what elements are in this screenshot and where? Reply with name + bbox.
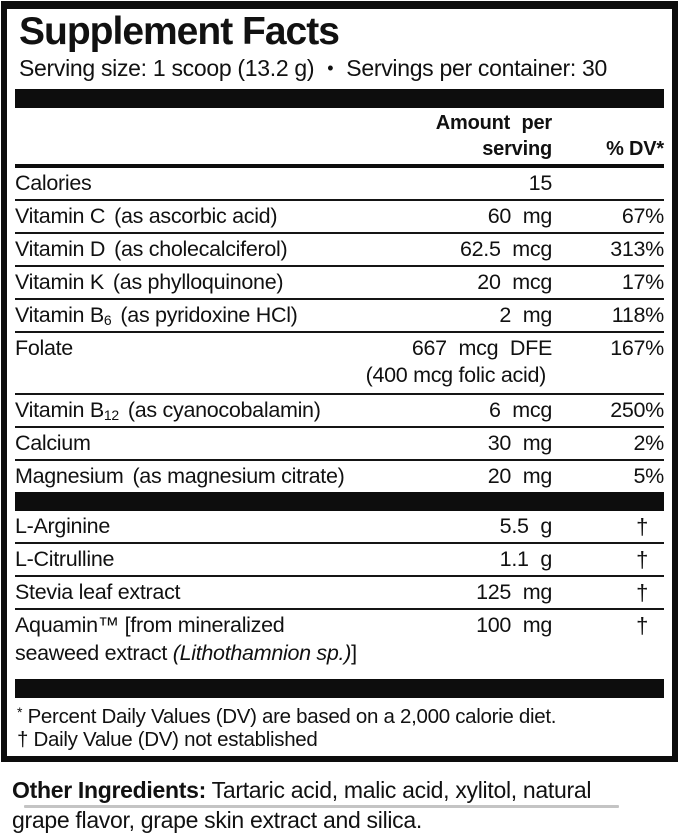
nutrient-row-folate: Folate 667 mcg DFE 167% — [15, 331, 664, 364]
nutrient-row-calories: Calories 15 — [15, 168, 664, 199]
nutrient-amount: 20 mcg — [477, 270, 552, 294]
asterisk-marker: * — [17, 704, 23, 720]
ingredient-name-continued-text: seaweed extract — [15, 641, 173, 665]
bottom-edge-line — [24, 805, 619, 808]
footnote-daily-value-text: Daily Value (DV) not established — [33, 728, 318, 751]
ingredient-row-l-citrulline: L-Citrulline 1.1 g † — [15, 542, 664, 575]
nutrient-name: Folate — [15, 336, 73, 360]
ingredient-amount: 1.1 g — [499, 547, 553, 571]
header-amount-per-serving: Amount per serving — [435, 112, 552, 160]
nutrient-name: Vitamin D — [15, 237, 106, 261]
ingredient-name: L-Citrulline — [15, 547, 115, 571]
ingredient-amount: 125 mg — [476, 580, 552, 604]
nutrient-source-note: (as magnesium citrate) — [132, 464, 345, 488]
nutrient-name: Vitamin C — [15, 204, 106, 228]
nutrient-row-magnesium: Magnesium (as magnesium citrate) 20 mg 5% — [15, 459, 664, 492]
nutrient-name-subscript: 12 — [103, 407, 119, 423]
ingredient-amount: 5.5 g — [499, 514, 553, 538]
footnote-percent-dv-text: Percent Daily Values (DV) are based on a… — [27, 705, 557, 728]
footnote-percent-dv: * Percent Daily Values (DV) are based on… — [17, 701, 664, 728]
nutrient-row-vitamin-b6: Vitamin B6 (as pyridoxine HCl) 2 mg 118% — [15, 298, 664, 331]
other-ingredients-label: Other Ingredients: — [12, 777, 206, 803]
nutrient-source-note: (as cholecalciferol) — [114, 237, 288, 261]
ingredient-row-l-arginine: L-Arginine 5.5 g † — [15, 511, 664, 542]
serving-info: Serving size: 1 scoop (13.2 g) • Servings … — [15, 53, 664, 89]
nutrient-dv: 250% — [610, 398, 664, 422]
nutrient-row-vitamin-k: Vitamin K (as phylloquinone) 20 mcg 17% — [15, 265, 664, 298]
footnotes: * Percent Daily Values (DV) are based on… — [15, 698, 664, 756]
nutrient-amount: 2 mg — [499, 303, 552, 327]
ingredient-name: Stevia leaf extract — [15, 580, 181, 604]
nutrient-name: Vitamin B — [15, 398, 104, 422]
nutrient-source-note: (as cyanocobalamin) — [127, 398, 321, 422]
nutrient-amount: 15 — [528, 171, 553, 195]
footnote-daily-value: † Daily Value (DV) not established — [17, 728, 664, 751]
nutrient-dv: 118% — [611, 303, 665, 327]
ingredient-name: Aquamin™ [from mineralized — [15, 613, 285, 637]
ingredient-row-aquamin: Aquamin™ [from mineralized 100 mg † — [15, 608, 664, 641]
nutrient-row-vitamin-c: Vitamin C (as ascorbic acid) 60 mg 67% — [15, 199, 664, 232]
dagger-marker: † — [17, 728, 29, 751]
nutrient-dv: 17% — [621, 270, 664, 294]
nutrient-name: Calories — [15, 171, 92, 195]
nutrient-name: Magnesium — [15, 464, 124, 488]
nutrient-name: Calcium — [15, 431, 91, 455]
nutrient-row-vitamin-d: Vitamin D (as cholecalciferol) 62.5 mcg 3… — [15, 232, 664, 265]
nutrient-dv: 313% — [610, 237, 664, 261]
column-header-row: Amount per serving % DV* — [15, 108, 664, 168]
nutrient-amount: 62.5 mcg — [459, 237, 552, 261]
ingredient-name-continued: seaweed extract (Lithothamnion sp.)] — [15, 638, 664, 672]
section-divider-bar — [15, 679, 664, 698]
nutrient-amount: 20 mg — [487, 464, 553, 488]
nutrient-dv: 67% — [621, 204, 664, 228]
ingredient-name-close-bracket: ] — [351, 641, 357, 665]
nutrient-amount: 60 mg — [487, 204, 553, 228]
nutrient-dv: 2% — [633, 431, 665, 455]
nutrient-name: Vitamin K — [15, 270, 104, 294]
section-divider-bar — [15, 492, 664, 511]
nutrient-name: Vitamin B — [15, 303, 104, 327]
nutrient-amount: 30 mg — [487, 431, 553, 455]
nutrient-name-subscript: 6 — [103, 312, 112, 328]
dagger-symbol: † — [636, 514, 648, 539]
section-divider-bar — [15, 89, 664, 108]
ingredient-row-stevia: Stevia leaf extract 125 mg † — [15, 575, 664, 608]
ingredient-name: L-Arginine — [15, 514, 110, 538]
nutrient-row-folate-group: Folate 667 mcg DFE 167% (400 mcg folic a… — [15, 331, 664, 393]
serving-size: Serving size: 1 scoop (13.2 g) — [19, 55, 315, 81]
servings-per-container: Servings per container: 30 — [346, 55, 607, 81]
nutrient-amount: 667 mcg DFE — [411, 336, 552, 360]
dagger-symbol: † — [636, 547, 648, 572]
other-ingredients: Other Ingredients: Tartaric acid, malic … — [0, 762, 612, 835]
ingredient-row-aquamin-group: Aquamin™ [from mineralized 100 mg † seaw… — [15, 608, 664, 672]
bullet-separator: • — [327, 58, 334, 78]
header-percent-dv: % DV* — [606, 138, 664, 160]
nutrient-dv: 167% — [610, 336, 664, 360]
nutrient-row-vitamin-b12: Vitamin B12 (as cyanocobalamin) 6 mcg 250… — [15, 393, 664, 426]
nutrient-source-note: (as pyridoxine HCl) — [120, 303, 298, 327]
nutrient-source-note: (as phylloquinone) — [112, 270, 284, 294]
ingredient-latin-name: (Lithothamnion sp.) — [172, 641, 352, 665]
dagger-symbol: † — [636, 580, 648, 605]
dagger-symbol: † — [636, 613, 648, 638]
panel-title: Supplement Facts — [19, 10, 340, 53]
nutrient-amount: 6 mcg — [488, 398, 552, 422]
nutrient-dv: 5% — [633, 464, 665, 488]
nutrient-amount-secondary: (400 mcg folic acid) — [365, 363, 547, 387]
supplement-facts-panel: Supplement Facts Serving size: 1 scoop (… — [1, 1, 678, 762]
ingredient-amount: 100 mg — [476, 613, 552, 637]
nutrient-row-calcium: Calcium 30 mg 2% — [15, 426, 664, 459]
nutrient-source-note: (as ascorbic acid) — [114, 204, 278, 228]
